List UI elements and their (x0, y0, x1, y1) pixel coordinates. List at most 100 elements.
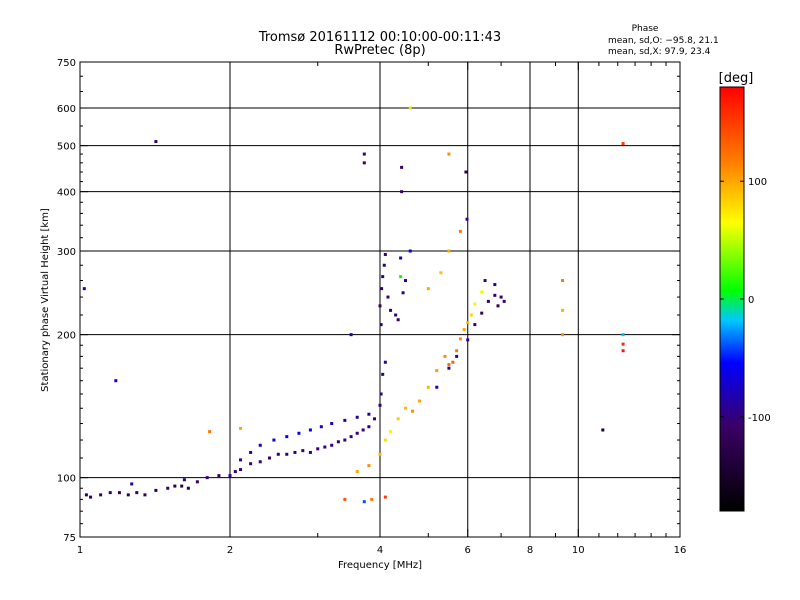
data-point (208, 430, 212, 434)
data-point (465, 217, 469, 221)
phase-x-stats: mean, sd,X: 97.9, 23.4 (608, 47, 711, 57)
data-point (383, 438, 387, 442)
data-point (355, 431, 359, 435)
data-point (186, 486, 190, 490)
data-point (285, 452, 289, 456)
chart-subtitle: RwPretec (8p) (334, 43, 425, 58)
data-point (323, 445, 327, 449)
data-point (561, 308, 565, 312)
data-point (469, 313, 473, 317)
x-tick-label: 10 (572, 545, 585, 556)
data-point (473, 302, 477, 306)
data-point (355, 470, 359, 474)
y-tick-label: 100 (57, 474, 76, 485)
data-point (349, 435, 353, 439)
data-point (173, 484, 177, 488)
data-point (411, 409, 415, 413)
data-point (389, 308, 393, 312)
data-point (447, 366, 451, 370)
data-point (455, 354, 459, 358)
y-tick-label: 75 (63, 533, 76, 544)
x-axis-ticks: 1 2 4 6 8 10 16 (77, 62, 687, 556)
data-point (293, 450, 297, 454)
colorbar-tick-label: -100 (748, 413, 771, 424)
data-point (382, 263, 386, 267)
data-point (117, 491, 121, 495)
colorbar-tick-label: 0 (748, 295, 754, 306)
data-point (426, 287, 430, 291)
data-point (621, 342, 625, 346)
data-point (182, 478, 186, 482)
data-point (367, 425, 371, 429)
data-point (400, 190, 404, 194)
data-point (343, 438, 347, 442)
data-point (401, 291, 405, 295)
data-point (258, 460, 262, 464)
data-point (381, 275, 385, 279)
data-point (464, 170, 468, 174)
data-point (451, 360, 455, 364)
data-point (343, 418, 347, 422)
data-point (355, 415, 359, 419)
data-point (84, 493, 88, 497)
data-point (370, 497, 374, 501)
colorbar-ticks: 100 0 -100 (720, 177, 771, 424)
data-point (343, 497, 347, 501)
gridlines (80, 62, 680, 537)
data-point (316, 447, 320, 451)
data-point (367, 464, 371, 468)
data-point (439, 271, 443, 275)
data-point (154, 140, 158, 144)
data-point (362, 161, 366, 165)
data-point (205, 476, 209, 480)
data-point (381, 372, 385, 376)
data-point (239, 458, 243, 462)
data-point (99, 493, 103, 497)
data-point (135, 491, 139, 495)
data-point (267, 456, 271, 460)
data-point (383, 360, 387, 364)
data-point (396, 318, 400, 322)
data-point (378, 452, 382, 456)
data-point (462, 328, 466, 332)
data-point (426, 385, 430, 389)
data-point (126, 493, 130, 497)
data-point (380, 287, 384, 291)
data-point (330, 443, 334, 447)
data-point (386, 295, 390, 299)
data-point (458, 229, 462, 233)
data-point (108, 491, 112, 495)
data-point (258, 443, 262, 447)
data-point (228, 474, 232, 478)
x-tick-label: 1 (77, 545, 83, 556)
data-point (362, 152, 366, 156)
x-tick-label: 6 (465, 545, 471, 556)
y-tick-label: 600 (57, 104, 76, 115)
data-point (447, 249, 451, 253)
data-point (276, 452, 280, 456)
data-point (195, 480, 199, 484)
data-point (601, 428, 605, 432)
data-point (473, 323, 477, 327)
data-point (499, 295, 503, 299)
data-point (154, 488, 158, 492)
data-point (143, 493, 147, 497)
data-point (373, 417, 377, 421)
data-point (447, 152, 451, 156)
y-tick-label: 500 (57, 142, 76, 153)
colorbar-tick-label: 100 (748, 177, 767, 188)
x-tick-label: 16 (674, 545, 687, 556)
data-point (435, 369, 439, 373)
data-point (417, 399, 421, 403)
y-tick-label: 200 (57, 331, 76, 342)
data-point (480, 290, 484, 294)
y-tick-label: 400 (57, 188, 76, 199)
data-point (336, 440, 340, 444)
data-point (297, 431, 301, 435)
data-point (493, 283, 497, 287)
data-point (239, 468, 243, 472)
chart-title: Tromsø 20161112 00:10:00-00:11:43 (258, 30, 501, 45)
data-point (496, 304, 500, 308)
data-point (466, 338, 470, 342)
